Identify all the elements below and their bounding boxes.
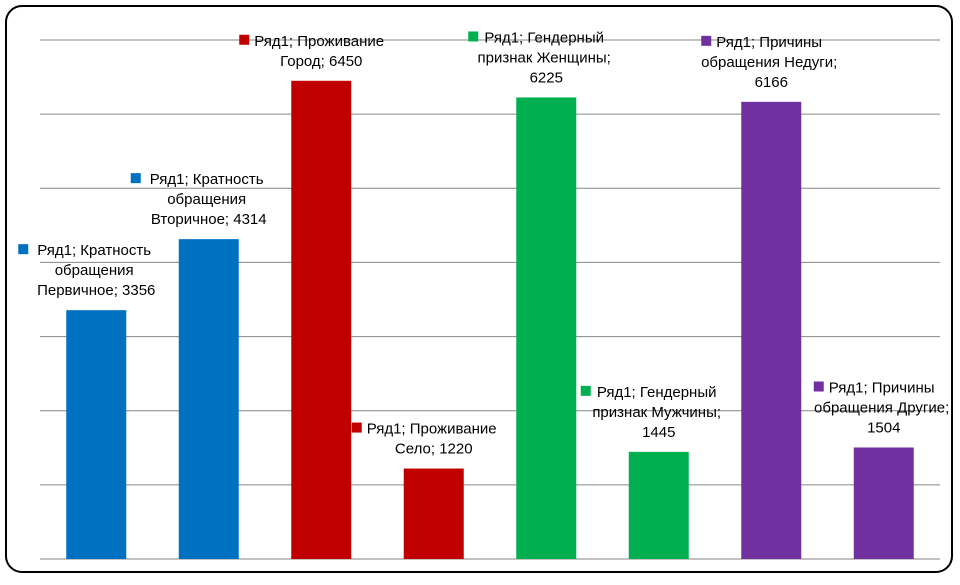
- data-label-group: Ряд1; Кратность обращения Первичное; 335…: [18, 242, 155, 299]
- bar: [516, 97, 577, 559]
- data-label-group: Ряд1; Причины обращения Другие; 1504: [813, 379, 953, 436]
- data-label: Ряд1; Проживание Село; 1220: [367, 421, 501, 458]
- legend-key: [351, 422, 362, 433]
- bar: [403, 468, 464, 559]
- data-label-group: Ряд1; Кратность обращения Вторичное; 431…: [130, 171, 268, 228]
- data-label: Ряд1; Причины обращения Недуги; 6166: [701, 34, 841, 91]
- legend-key: [813, 381, 824, 392]
- data-label-group: Ряд1; Проживание Город; 6450: [239, 33, 388, 70]
- data-label-group: Ряд1; Гендерный признак Женщины; 6225: [468, 29, 615, 86]
- bar: [628, 451, 689, 559]
- bar: [178, 239, 239, 560]
- legend-key: [18, 244, 29, 255]
- data-label: Ряд1; Проживание Город; 6450: [254, 33, 388, 70]
- legend-key: [701, 35, 712, 46]
- data-label: Ряд1; Гендерный признак Женщины; 6225: [478, 29, 616, 86]
- data-label-group: Ряд1; Проживание Село; 1220: [351, 421, 501, 458]
- bar: [291, 80, 352, 560]
- data-label: Ряд1; Гендерный признак Мужчины; 1445: [592, 384, 725, 441]
- bar: [853, 447, 914, 559]
- data-label-group: Ряд1; Причины обращения Недуги; 6166: [701, 34, 841, 91]
- legend-key: [580, 385, 591, 396]
- legend-key: [130, 173, 141, 184]
- bar: [66, 310, 127, 559]
- legend-key: [468, 31, 479, 42]
- bar: [741, 101, 802, 559]
- data-label: Ряд1; Кратность обращения Первичное; 335…: [37, 242, 155, 299]
- legend-key: [239, 34, 250, 45]
- data-label: Ряд1; Кратность обращения Вторичное; 431…: [150, 171, 268, 228]
- chart-frame: [5, 5, 953, 573]
- data-label: Ряд1; Причины обращения Другие; 1504: [814, 379, 953, 436]
- data-label-group: Ряд1; Гендерный признак Мужчины; 1445: [580, 384, 725, 441]
